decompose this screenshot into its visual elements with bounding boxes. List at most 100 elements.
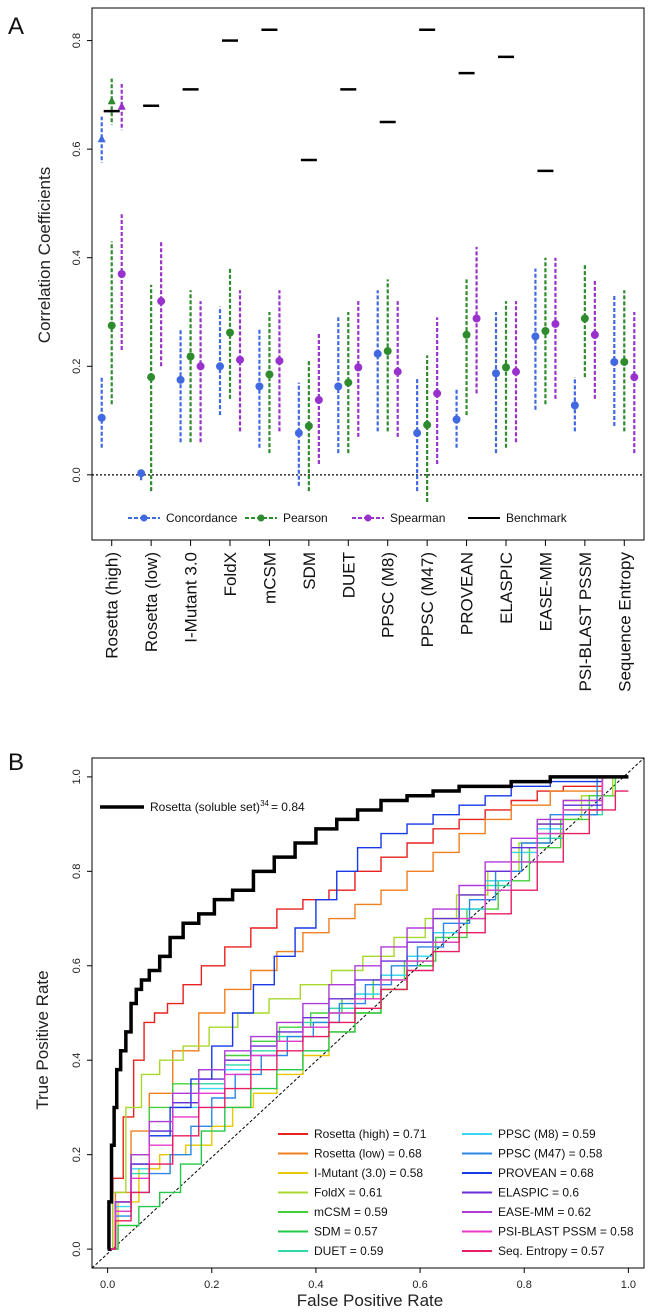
- legend-label: PPSC (M47) = 0.58: [498, 1147, 603, 1161]
- panel-b-xlabel: False Positive Rate: [297, 1291, 443, 1310]
- data-point: [433, 389, 442, 398]
- x-tick-label: 0.8: [517, 1279, 532, 1291]
- data-point: [383, 347, 392, 356]
- y-tick-label: 0.4: [71, 250, 83, 265]
- data-point: [512, 367, 520, 376]
- plot-frame: [91, 7, 645, 541]
- x-tick-label: 0.6: [412, 1279, 427, 1291]
- legend-label: PPSC (M8) = 0.59: [498, 1127, 596, 1141]
- data-point: [334, 382, 343, 391]
- data-point: [344, 378, 353, 387]
- data-point: [137, 469, 146, 478]
- data-point: [304, 422, 313, 430]
- roc-curve: [107, 790, 629, 1250]
- x-tick-label: 0.2: [204, 1279, 219, 1291]
- category-label: EASE-MM: [536, 552, 555, 631]
- category-label: ELASPIC: [497, 552, 516, 624]
- category-label: PSI-BLAST PSSM: [576, 552, 595, 692]
- y-tick-label: 0.6: [71, 958, 83, 973]
- data-point: [176, 375, 185, 384]
- category-label: Sequence Entropy: [615, 552, 634, 692]
- legend-label: EASE-MM = 0.62: [498, 1205, 591, 1219]
- data-point: [147, 373, 156, 382]
- y-tick-label: 0.0: [71, 467, 83, 482]
- legend-label: Concordance: [166, 511, 238, 525]
- data-point: [226, 328, 234, 337]
- data-point: [610, 357, 619, 366]
- category-label: Rosetta (high): [103, 552, 122, 659]
- legend-label: Benchmark: [506, 511, 568, 525]
- panel-a-category-labels: Rosetta (high) Rosetta (low) I-Mutant 3.0 F…: [103, 540, 634, 692]
- legend-label: Pearson: [283, 511, 328, 525]
- data-point: [531, 332, 540, 341]
- panel-b-chart: 0.0 0.2 0.4 0.6 0.8 1.0 0.0 0.2 0.4 0.6 0.8 1.0: [71, 757, 645, 1291]
- data-point: [196, 362, 205, 371]
- legend-label: mCSM = 0.59: [314, 1205, 388, 1219]
- plot-frame: [91, 757, 645, 1269]
- y-tick-label: 0.2: [71, 359, 83, 374]
- data-point: [107, 96, 116, 105]
- y-tick-label: 0.8: [71, 864, 83, 879]
- data-point: [570, 401, 579, 410]
- data-point: [423, 420, 432, 429]
- data-point: [157, 297, 166, 306]
- x-tick-label: 1.0: [621, 1279, 636, 1291]
- data-point: [265, 370, 274, 379]
- panel-a-legend: Concordance Pearson Spearman Benchmark: [128, 511, 568, 525]
- data-point: [393, 367, 402, 376]
- data-point: [97, 413, 106, 422]
- roc-curve: [107, 776, 629, 1250]
- y-tick-label: 0.0: [71, 1241, 83, 1256]
- data-point: [236, 355, 244, 364]
- category-label: FoldX: [221, 552, 240, 596]
- data-point: [502, 363, 510, 372]
- legend-auc: = 0.84: [271, 800, 305, 814]
- y-tick-label: 0.6: [71, 141, 83, 156]
- category-label: I-Mutant 3.0: [182, 552, 201, 643]
- data-point: [620, 357, 629, 366]
- legend-superscript: 34: [260, 799, 269, 808]
- y-tick-label: 0.8: [71, 33, 83, 48]
- category-label: PROVEAN: [458, 552, 477, 635]
- data-point: [452, 415, 461, 424]
- y-tick-label: 1.0: [71, 769, 83, 784]
- legend-label: Spearman: [390, 511, 445, 525]
- legend-label: FoldX = 0.61: [314, 1186, 383, 1200]
- category-label: mCSM: [260, 552, 279, 604]
- legend-label: ELASPIC = 0.6: [498, 1186, 579, 1200]
- data-point: [314, 395, 323, 404]
- data-point: [117, 101, 126, 110]
- legend-marker: [140, 514, 148, 522]
- roc-curve: [107, 776, 629, 1250]
- panel-a-chart: 0.0 0.2 0.4 0.6 0.8: [71, 7, 645, 541]
- panel-b-legend: Rosetta (soluble set)34 = 0.84 Rosetta (hi…: [100, 799, 634, 1258]
- legend-marker: [257, 514, 265, 522]
- legend-marker: [364, 514, 372, 522]
- panel-b-ylabel: True Positive Rate: [33, 970, 52, 1109]
- data-point: [590, 330, 599, 339]
- panel-b-label: B: [8, 749, 24, 776]
- data-point: [97, 134, 106, 143]
- category-label: PPSC (M8): [379, 552, 398, 638]
- x-tick-label: 0.0: [100, 1279, 115, 1291]
- data-point: [294, 429, 303, 438]
- x-tick-label: 0.4: [308, 1279, 323, 1291]
- data-point: [413, 429, 422, 438]
- data-point: [373, 349, 382, 358]
- category-label: PPSC (M47): [418, 552, 437, 647]
- legend-label: Rosetta (high) = 0.71: [314, 1127, 427, 1141]
- legend-label: DUET = 0.59: [314, 1244, 384, 1258]
- data-point: [541, 327, 550, 335]
- legend-label: Rosetta (soluble set)34 = 0.84: [150, 799, 305, 814]
- data-point: [630, 373, 639, 382]
- panel-a-ylabel: Correlation Coefficients: [35, 167, 54, 343]
- data-point: [216, 362, 224, 371]
- benchmark-roc-curve: [107, 775, 629, 1251]
- data-point: [462, 330, 471, 339]
- data-point: [107, 321, 116, 330]
- data-point: [186, 352, 195, 361]
- data-point: [580, 314, 589, 323]
- data-point: [472, 314, 481, 323]
- data-point: [117, 270, 126, 278]
